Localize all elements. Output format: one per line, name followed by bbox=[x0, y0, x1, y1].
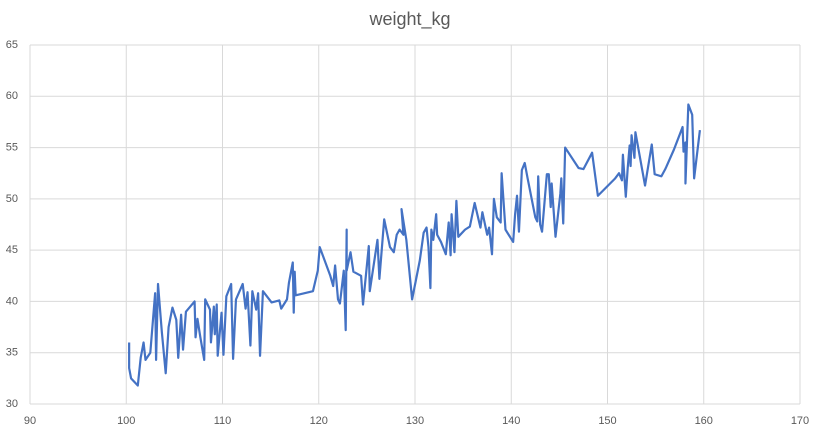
y-tick-label: 50 bbox=[6, 193, 18, 205]
y-tick-label: 65 bbox=[6, 39, 18, 51]
y-tick-label: 40 bbox=[6, 295, 18, 307]
x-tick-label: 90 bbox=[24, 415, 36, 427]
x-tick-label: 120 bbox=[310, 415, 328, 427]
y-tick-label: 45 bbox=[6, 244, 18, 256]
x-tick-label: 140 bbox=[502, 415, 520, 427]
y-tick-label: 35 bbox=[6, 347, 18, 359]
x-tick-label: 130 bbox=[406, 415, 424, 427]
y-tick-label: 30 bbox=[6, 398, 18, 410]
x-tick-label: 170 bbox=[791, 415, 809, 427]
x-tick-label: 150 bbox=[598, 415, 616, 427]
x-tick-label: 100 bbox=[117, 415, 135, 427]
x-tick-label: 110 bbox=[214, 415, 232, 427]
y-tick-label: 55 bbox=[6, 141, 18, 153]
chart-title: weight_kg bbox=[368, 9, 450, 30]
data-line bbox=[128, 103, 701, 387]
y-tick-label: 60 bbox=[6, 90, 18, 102]
x-tick-label: 160 bbox=[695, 415, 713, 427]
